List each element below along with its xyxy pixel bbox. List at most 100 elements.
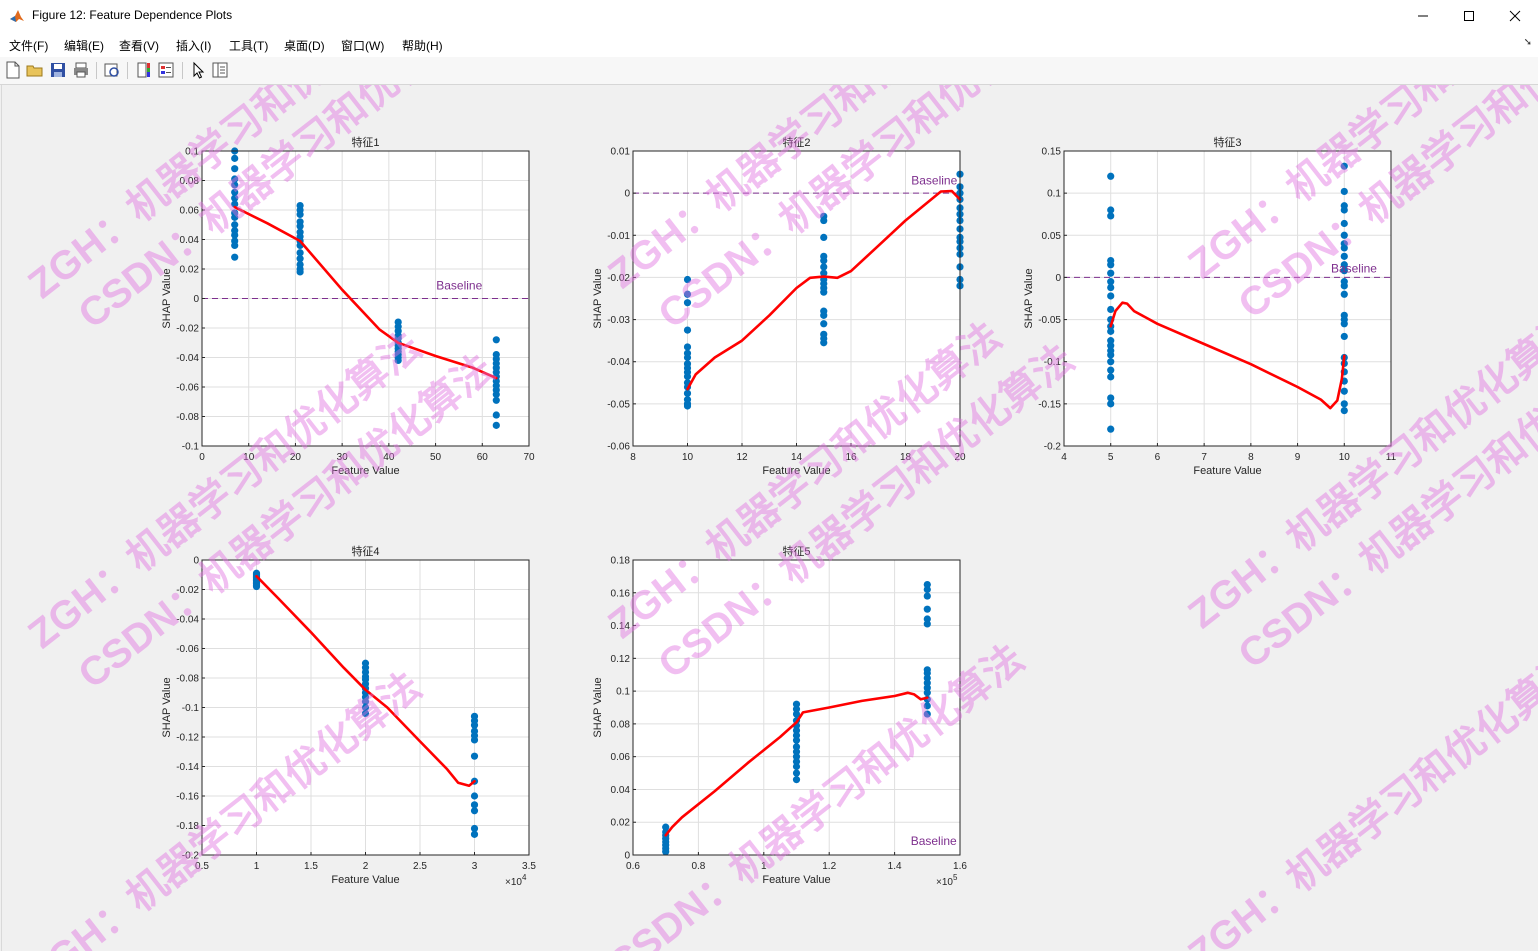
data-point	[1107, 212, 1115, 220]
data-point	[820, 269, 828, 277]
y-tick-label: -0.15	[1038, 399, 1061, 410]
y-tick-label: -0.02	[176, 585, 199, 596]
chart-title: 特征4	[351, 544, 379, 558]
data-point	[1340, 332, 1348, 341]
data-point	[492, 411, 500, 419]
x-tick-label: 2	[363, 861, 369, 872]
x-tick-label: 8	[630, 452, 636, 463]
menu-insert[interactable]: 插入(I)	[176, 39, 212, 53]
menu-window[interactable]: 窗口(W)	[341, 39, 385, 53]
data-point	[1107, 278, 1115, 286]
figure-canvas[interactable]: Baseline 0 10 20 30 40 50 60 70 -0.1 -0.08 -0.06 -0.…	[1, 85, 1538, 951]
property-inspector-icon[interactable]	[211, 61, 229, 79]
y-tick-label: -0.01	[607, 231, 630, 242]
data-point	[231, 181, 239, 189]
menu-desktop[interactable]: 桌面(D)	[284, 39, 325, 53]
x-tick-label: 3.5	[522, 861, 536, 872]
data-point	[923, 689, 931, 697]
menu-tools[interactable]: 工具(T)	[229, 39, 269, 53]
menu-dock-arrow-icon[interactable]: ➘	[1523, 37, 1532, 48]
y-tick-label: 0.06	[611, 752, 631, 763]
plot-area	[1064, 151, 1391, 446]
data-point	[1107, 172, 1115, 180]
y-tick-label: 0.15	[1042, 147, 1062, 158]
x-tick-label: 4	[1061, 452, 1067, 463]
y-tick-label: -0.06	[607, 442, 630, 453]
data-point	[1107, 206, 1115, 214]
y-tick-label: 0	[624, 851, 630, 862]
data-point	[470, 752, 479, 760]
data-point	[1107, 366, 1115, 374]
data-point	[923, 702, 931, 710]
minimize-button[interactable]	[1400, 0, 1446, 31]
data-point	[470, 807, 479, 815]
baseline-label: Baseline	[911, 174, 957, 188]
data-point	[296, 210, 304, 219]
chart-1: Baseline 0 10 20 30 40 50 60 70 -0.1 -0.08 -0.06 -0.…	[161, 135, 535, 477]
data-point	[683, 299, 692, 307]
open-file-icon[interactable]	[26, 61, 44, 79]
toolbar-separator	[127, 62, 128, 79]
menu-edit[interactable]: 编辑(E)	[64, 39, 104, 53]
x-tick-label: 0.5	[195, 861, 209, 872]
save-icon[interactable]	[49, 61, 67, 79]
maximize-button[interactable]	[1446, 0, 1492, 31]
data-point	[820, 320, 828, 328]
data-point	[792, 710, 801, 718]
data-point	[296, 222, 304, 230]
data-point	[470, 830, 479, 838]
y-axis-label: SHAP Value	[592, 268, 604, 328]
y-tick-label: 0.04	[611, 785, 631, 796]
y-tick-label: -0.08	[176, 412, 199, 423]
print-preview-icon[interactable]	[103, 61, 121, 79]
print-icon[interactable]	[72, 61, 90, 79]
x-axis-label: Feature Value	[762, 465, 830, 477]
y-tick-label: -0.2	[182, 851, 200, 862]
chart-4: 0.5 1 1.5 2 2.5 3 3.5 -0.2 -0.18 -0.16 -0.14 -0.12 -…	[161, 544, 536, 888]
x-axis-label: Feature Value	[762, 874, 830, 886]
data-point	[470, 721, 479, 729]
data-point	[923, 605, 931, 613]
data-point	[923, 585, 931, 594]
y-tick-label: -0.06	[176, 644, 199, 655]
x-tick-label: 8	[1248, 452, 1254, 463]
menu-help[interactable]: 帮助(H)	[402, 39, 443, 53]
axes-frame	[632, 559, 961, 856]
matlab-icon	[9, 8, 25, 24]
pointer-icon[interactable]	[190, 61, 208, 79]
data-point	[1340, 267, 1348, 275]
y-tick-label: 0.02	[611, 818, 631, 829]
y-tick-label: 0.04	[180, 235, 200, 246]
colorbar-icon[interactable]	[135, 61, 153, 79]
y-tick-label: -0.04	[176, 353, 199, 364]
data-point	[394, 356, 402, 365]
x-tick-label: 2.5	[413, 861, 427, 872]
y-tick-label: -0.05	[607, 399, 630, 410]
baseline-label: Baseline	[1331, 261, 1377, 275]
data-point	[470, 801, 479, 809]
y-tick-label: 0.05	[1042, 231, 1062, 242]
data-point	[492, 396, 500, 404]
data-point	[792, 762, 801, 771]
legend-icon[interactable]	[157, 61, 175, 79]
data-point	[1340, 206, 1348, 214]
x-tick-label: 18	[900, 452, 912, 463]
data-point	[361, 698, 370, 706]
y-tick-label: -0.1	[182, 442, 200, 453]
menu-file[interactable]: 文件(F)	[9, 39, 49, 53]
new-figure-icon[interactable]	[4, 61, 22, 79]
data-point	[1340, 387, 1348, 395]
data-point	[231, 188, 239, 196]
window-title-bar[interactable]: Figure 12: Feature Dependence Plots	[0, 0, 1538, 31]
menu-view[interactable]: 查看(V)	[119, 39, 159, 53]
data-point	[683, 326, 692, 334]
x-axis-label: Feature Value	[331, 465, 399, 477]
x-tick-label: 0	[199, 452, 205, 463]
chart-title: 特征2	[782, 135, 810, 149]
data-point	[1340, 252, 1348, 260]
y-tick-label: -0.05	[1038, 315, 1061, 326]
x-axis-label: Feature Value	[331, 874, 399, 886]
y-tick-label: -0.1	[1044, 357, 1062, 368]
close-button[interactable]	[1492, 0, 1538, 31]
